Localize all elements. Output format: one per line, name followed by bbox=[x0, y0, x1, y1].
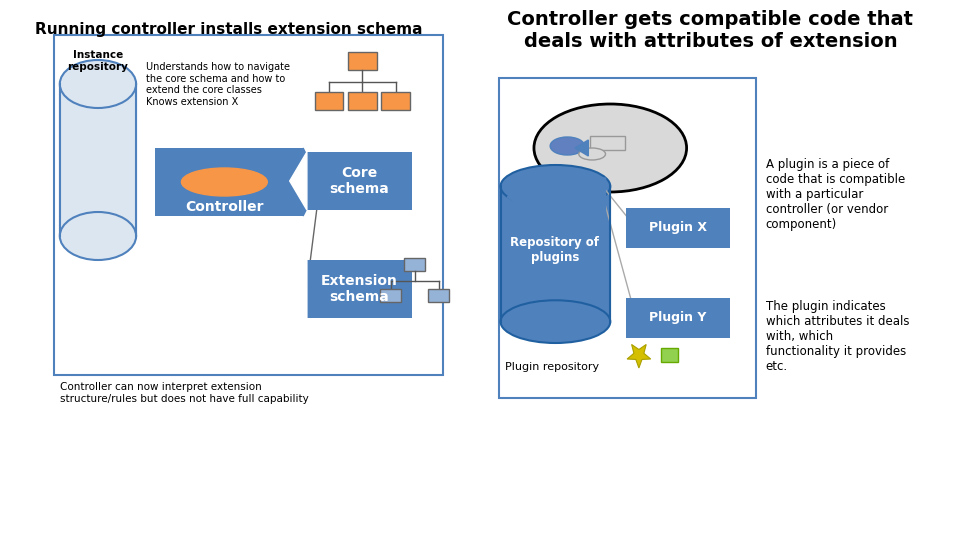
FancyBboxPatch shape bbox=[381, 92, 410, 110]
Polygon shape bbox=[575, 140, 588, 156]
Text: Instance
repository: Instance repository bbox=[67, 50, 129, 72]
FancyBboxPatch shape bbox=[54, 35, 444, 375]
FancyBboxPatch shape bbox=[348, 92, 376, 110]
Ellipse shape bbox=[579, 148, 606, 160]
Text: Controller gets compatible code that
deals with attributes of extension: Controller gets compatible code that dea… bbox=[508, 10, 914, 51]
FancyBboxPatch shape bbox=[500, 186, 611, 322]
FancyBboxPatch shape bbox=[380, 289, 401, 302]
Text: Controller can now interpret extension
structure/rules but does not have full ca: Controller can now interpret extension s… bbox=[60, 382, 308, 403]
Polygon shape bbox=[627, 345, 651, 368]
Text: Plugin X: Plugin X bbox=[649, 221, 707, 234]
Polygon shape bbox=[290, 260, 307, 318]
Ellipse shape bbox=[550, 137, 585, 155]
FancyBboxPatch shape bbox=[404, 258, 425, 271]
Text: Running controller installs extension schema: Running controller installs extension sc… bbox=[35, 22, 422, 37]
Text: Plugin Y: Plugin Y bbox=[649, 312, 707, 325]
Text: A plugin is a piece of
code that is compatible
with a particular
controller (or : A plugin is a piece of code that is comp… bbox=[766, 158, 905, 231]
FancyBboxPatch shape bbox=[315, 92, 343, 110]
Text: Understands how to navigate
the core schema and how to
extend the core classes
K: Understands how to navigate the core sch… bbox=[146, 62, 290, 107]
Polygon shape bbox=[290, 152, 307, 210]
FancyBboxPatch shape bbox=[428, 289, 449, 302]
FancyBboxPatch shape bbox=[156, 148, 303, 216]
FancyBboxPatch shape bbox=[660, 348, 678, 362]
Ellipse shape bbox=[500, 300, 611, 343]
FancyBboxPatch shape bbox=[590, 136, 625, 150]
FancyBboxPatch shape bbox=[627, 298, 730, 338]
FancyBboxPatch shape bbox=[498, 78, 756, 398]
Text: Extension
schema: Extension schema bbox=[321, 274, 397, 304]
Text: Repository of
plugins: Repository of plugins bbox=[511, 236, 599, 264]
Ellipse shape bbox=[181, 168, 267, 196]
Ellipse shape bbox=[534, 104, 686, 192]
Ellipse shape bbox=[60, 212, 136, 260]
Text: Plugin repository: Plugin repository bbox=[505, 362, 599, 372]
Text: Core
schema: Core schema bbox=[329, 166, 389, 196]
FancyBboxPatch shape bbox=[500, 186, 611, 322]
FancyBboxPatch shape bbox=[307, 152, 412, 210]
FancyBboxPatch shape bbox=[307, 260, 412, 318]
Polygon shape bbox=[303, 148, 321, 216]
FancyBboxPatch shape bbox=[60, 84, 136, 236]
Ellipse shape bbox=[500, 165, 611, 208]
FancyBboxPatch shape bbox=[60, 84, 136, 236]
FancyBboxPatch shape bbox=[348, 52, 376, 70]
Ellipse shape bbox=[60, 60, 136, 108]
Text: The plugin indicates
which attributes it deals
with, which
functionality it prov: The plugin indicates which attributes it… bbox=[766, 300, 909, 373]
Text: Controller: Controller bbox=[185, 200, 264, 214]
Polygon shape bbox=[507, 168, 606, 228]
FancyBboxPatch shape bbox=[627, 208, 730, 248]
